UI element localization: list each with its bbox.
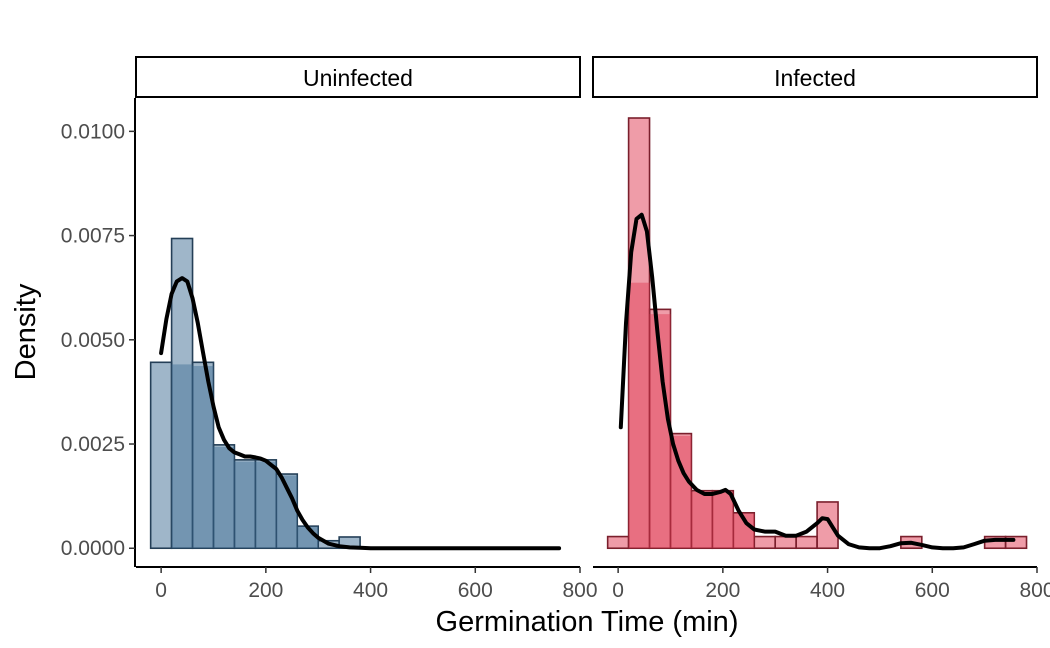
strip-uninfected	[135, 56, 581, 98]
x-tick-label: 800	[1019, 579, 1050, 602]
strip-infected	[592, 56, 1038, 98]
density-curve	[618, 212, 1016, 551]
histogram-bar-overlay	[234, 461, 256, 549]
histogram-bar	[149, 361, 173, 550]
histogram-bar-overlay	[171, 364, 193, 549]
histogram-bar-overlay	[276, 475, 298, 549]
y-axis: 0.0000 0.0025 0.0050 0.0075 0.0100	[61, 98, 136, 567]
x-tick-label: 600	[458, 579, 493, 602]
histogram-bar	[774, 535, 797, 550]
histogram-bar	[606, 535, 630, 550]
x-tick-label: 400	[810, 579, 845, 602]
x-tick-label: 800	[562, 579, 597, 602]
y-tick-label: 0.0025	[61, 433, 125, 456]
x-tick-label: 400	[353, 579, 388, 602]
y-axis-title: Density	[10, 283, 42, 380]
y-tick-label: 0.0075	[61, 225, 125, 248]
y-tick-label: 0.0000	[61, 537, 125, 560]
x-tick-label: 200	[248, 579, 283, 602]
histogram-bar-overlay	[670, 435, 692, 549]
histogram-bar-overlay	[628, 282, 650, 549]
histogram-bar	[795, 535, 818, 550]
histogram-bar-overlay	[691, 491, 713, 549]
x-tick-label: 600	[915, 579, 950, 602]
histogram-bar-overlay	[192, 366, 214, 549]
x-tick-label: 0	[612, 579, 624, 602]
histogram-bar-overlay	[649, 314, 671, 549]
histogram-bar-overlay	[712, 491, 734, 549]
histogram-bar-overlay	[213, 446, 235, 549]
x-axis-title: Germination Time (min)	[436, 606, 739, 638]
histogram-bar	[816, 501, 839, 550]
y-tick-label: 0.0050	[61, 329, 125, 352]
panel-uninfected: Uninfected 0 200 400 600 800	[135, 56, 598, 602]
histogram-bar	[753, 535, 777, 550]
panel-infected: Infected 0 200 400 600 800	[592, 56, 1050, 602]
histogram-bar-overlay	[733, 513, 755, 549]
strip-label: Infected	[774, 65, 856, 91]
x-tick-label: 0	[155, 579, 167, 602]
strip-label: Uninfected	[303, 65, 413, 91]
x-tick-label: 200	[705, 579, 740, 602]
density-curve	[159, 276, 562, 551]
histogram-bar	[1004, 535, 1028, 550]
histogram-bar-overlay	[255, 461, 277, 549]
y-tick-label: 0.0100	[61, 120, 125, 143]
